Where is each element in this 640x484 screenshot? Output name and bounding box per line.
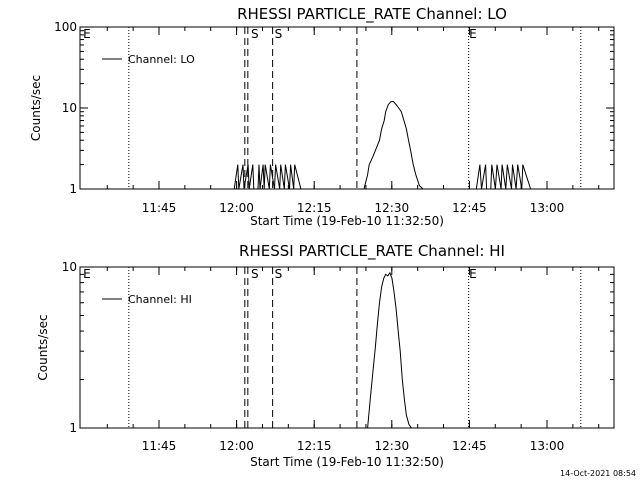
- x-tick-label: 12:45: [452, 201, 487, 215]
- chart-title: RHESSI PARTICLE_RATE Channel: LO: [237, 5, 507, 24]
- y-tick-label: 10: [62, 260, 77, 274]
- marker-label: E: [469, 267, 477, 281]
- marker-label: E: [83, 267, 91, 281]
- panel-hi: RHESSI PARTICLE_RATE Channel: HI 1 10 11:45…: [36, 242, 615, 469]
- y-axis-label: Counts/sec: [29, 75, 43, 141]
- panel-lo: RHESSI PARTICLE_RATE Channel: LO 1 10 100 11…: [29, 5, 615, 228]
- x-tick-label: 13:00: [530, 439, 565, 453]
- x-axis-label: Start Time (19-Feb-10 11:32:50): [250, 455, 444, 469]
- y-tick-label: 100: [54, 20, 77, 34]
- y-tick-label: 1: [69, 182, 77, 196]
- x-tick-label: 12:15: [297, 439, 332, 453]
- marker-label: S: [251, 27, 259, 41]
- x-axis-label: Start Time (19-Feb-10 11:32:50): [250, 214, 444, 228]
- marker-label: E: [83, 27, 91, 41]
- marker-label: S: [275, 267, 283, 281]
- x-tick-label: 12:30: [375, 201, 410, 215]
- x-tick-label: 12:00: [219, 201, 254, 215]
- x-tick-label: 11:45: [142, 201, 177, 215]
- timestamp: 14-Oct-2021 08:54: [560, 469, 636, 478]
- y-axis-label: Counts/sec: [36, 314, 50, 380]
- x-tick-label: 13:00: [530, 201, 565, 215]
- legend-label: Channel: LO: [128, 53, 195, 66]
- x-tick-label: 12:15: [297, 201, 332, 215]
- plot-frame: [79, 266, 615, 429]
- y-tick-label: 10: [62, 101, 77, 115]
- marker-label: S: [251, 267, 259, 281]
- legend-label: Channel: HI: [128, 293, 192, 306]
- chart-title: RHESSI PARTICLE_RATE Channel: HI: [239, 242, 505, 261]
- marker-label: S: [275, 27, 283, 41]
- plot-frame: [79, 26, 615, 190]
- y-tick-label: 1: [69, 421, 77, 435]
- x-tick-label: 12:00: [219, 439, 254, 453]
- series-line: [367, 271, 412, 429]
- series-line: [233, 101, 532, 190]
- x-tick-label: 12:45: [452, 439, 487, 453]
- x-tick-label: 12:30: [375, 439, 410, 453]
- marker-label: E: [469, 27, 477, 41]
- x-tick-label: 11:45: [142, 439, 177, 453]
